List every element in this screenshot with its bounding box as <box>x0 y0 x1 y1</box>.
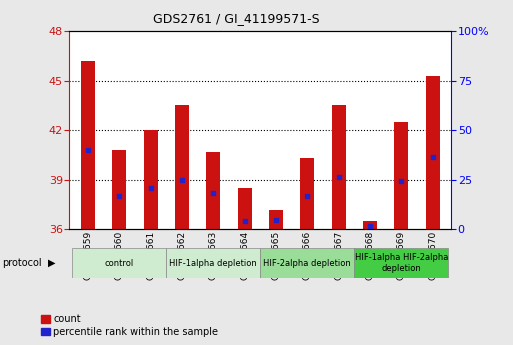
Text: HIF-2alpha depletion: HIF-2alpha depletion <box>264 258 351 268</box>
Text: GDS2761 / GI_41199571-S: GDS2761 / GI_41199571-S <box>153 12 319 25</box>
Bar <box>261 248 354 278</box>
Bar <box>144 130 158 229</box>
Bar <box>363 221 377 229</box>
Bar <box>175 106 189 229</box>
Text: control: control <box>105 258 134 268</box>
Text: HIF-1alpha HIF-2alpha
depletion: HIF-1alpha HIF-2alpha depletion <box>354 253 448 273</box>
Bar <box>354 248 448 278</box>
Bar <box>300 158 314 229</box>
Text: HIF-1alpha depletion: HIF-1alpha depletion <box>169 258 257 268</box>
Bar <box>394 122 408 229</box>
Text: ▶: ▶ <box>48 258 55 268</box>
Bar <box>426 76 440 229</box>
Legend: count, percentile rank within the sample: count, percentile rank within the sample <box>41 314 219 337</box>
Bar <box>166 248 261 278</box>
Bar <box>72 248 166 278</box>
Bar <box>206 152 221 229</box>
Bar <box>238 188 252 229</box>
Bar <box>331 106 346 229</box>
Bar <box>81 61 95 229</box>
Text: protocol: protocol <box>3 258 42 268</box>
Bar <box>269 209 283 229</box>
Bar <box>112 150 126 229</box>
